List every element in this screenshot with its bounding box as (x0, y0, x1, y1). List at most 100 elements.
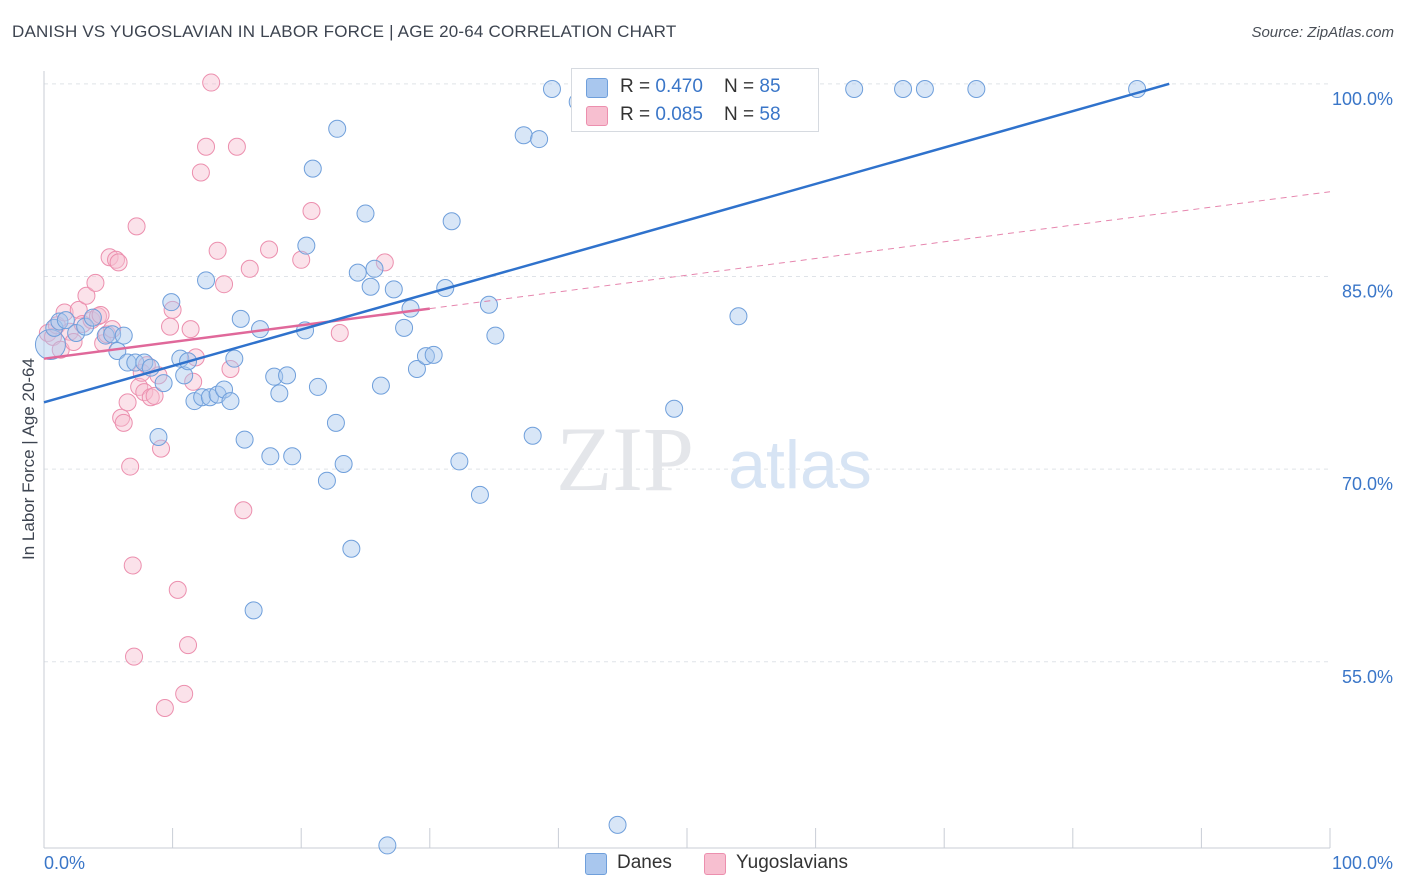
danes-point-10 (114, 326, 133, 345)
danes-point-4 (67, 323, 86, 342)
yugo-point-53 (260, 240, 279, 259)
yugo-point-50 (227, 137, 246, 156)
danes-point-37 (283, 447, 302, 466)
yugo-point-48 (215, 275, 234, 294)
yugo-point-24 (123, 556, 142, 575)
danes-point-56 (407, 359, 426, 378)
danes-point-62 (470, 485, 489, 504)
yugo-point-52 (240, 259, 259, 278)
danes-point-81 (894, 79, 913, 98)
danes-point-39 (297, 236, 316, 255)
danes-point-42 (317, 471, 336, 490)
danes-r-label: R = (620, 76, 656, 97)
x-tick-label-1: 100.0% (1332, 853, 1393, 873)
danes-point-34 (265, 367, 284, 386)
yugo-point-51 (234, 501, 253, 520)
danes-point-45 (334, 454, 353, 473)
danes-point-53 (384, 280, 403, 299)
danes-point-43 (326, 413, 345, 432)
yugo-point-26 (127, 217, 146, 236)
danes-r-value: 0.470 (655, 76, 703, 97)
danes-point-8 (103, 325, 122, 344)
danes-point-80 (845, 79, 864, 98)
x-tick-label-0: 0.0% (44, 853, 85, 873)
yugo-point-23 (121, 457, 140, 476)
danes-point-57 (416, 347, 435, 366)
danes-n-value: 85 (759, 76, 781, 97)
danes-point-52 (378, 836, 397, 855)
danes-point-15 (149, 428, 168, 447)
danes-point-49 (361, 277, 380, 296)
yugo-r-value: 0.085 (655, 104, 703, 125)
yugo-point-20 (112, 408, 131, 427)
danes-point-33 (261, 447, 280, 466)
yugo-n-label: N = (724, 104, 760, 125)
danes-point-7 (96, 326, 115, 345)
yugo-point-36 (161, 317, 180, 336)
danes-point-35 (270, 384, 289, 403)
watermark-atlas: atlas (728, 427, 872, 503)
bottom-yugo-swatch (704, 853, 726, 875)
danes-point-61 (450, 452, 469, 471)
yugo-point-57 (375, 253, 394, 272)
yugo-point-8 (73, 315, 92, 334)
yugoslavians-points (38, 73, 394, 718)
yugo-point-54 (292, 250, 311, 269)
yugo-point-39 (175, 684, 194, 703)
yugo-point-56 (330, 323, 349, 342)
yugo-point-41 (181, 320, 200, 339)
y-tick-label-3: 55.0% (1342, 667, 1393, 687)
danes-trend-line (43, 82, 1170, 404)
danes-point-48 (356, 204, 375, 223)
yugo-point-44 (191, 163, 210, 182)
danes-point-65 (514, 126, 533, 145)
danes-point-22 (193, 388, 212, 407)
yugo-point-32 (145, 386, 164, 405)
yugo-point-25 (125, 647, 144, 666)
danes-point-30 (235, 430, 254, 449)
danes-point-72 (608, 815, 627, 834)
danes-point-47 (348, 263, 367, 282)
danes-point-41 (308, 377, 327, 396)
chart-title: DANISH VS YUGOSLAVIAN IN LABOR FORCE | A… (12, 22, 677, 41)
yugo-point-11 (86, 273, 105, 292)
yugo-point-17 (103, 320, 122, 339)
danes-point-83 (967, 79, 986, 98)
yugo-point-7 (69, 300, 88, 319)
yugo-point-9 (77, 286, 96, 305)
correlation-legend: R = 0.470 N = 85 R = 0.085 N = 58 (571, 68, 819, 132)
danes-point-6 (83, 308, 102, 327)
yugo-point-42 (184, 372, 203, 391)
danes-point-cluster (34, 329, 66, 361)
yugo-point-4 (55, 303, 74, 322)
danes-n-label: N = (724, 76, 760, 97)
yugo-trend-line (43, 307, 430, 360)
yugo-point-35 (155, 699, 174, 718)
danes-point-31 (244, 601, 263, 620)
yugo-r-label: R = (620, 104, 656, 125)
yugoslavians-swatch (586, 106, 608, 126)
tick-labels: 100.0% 85.0% 70.0% 55.0% 0.0% 100.0% (44, 89, 1393, 873)
y-axis-label: In Labor Force | Age 20-64 (19, 358, 38, 560)
yugo-point-40 (179, 636, 198, 655)
yugo-point-55 (302, 201, 321, 220)
yugo-point-37 (163, 300, 182, 319)
danes-swatch (586, 78, 608, 98)
danes-point-60 (442, 212, 461, 231)
yugo-point-47 (208, 241, 227, 260)
danes-point-67 (530, 130, 549, 149)
watermark-zip: ZIP (556, 408, 694, 510)
source-credit: Source: ZipAtlas.com (1251, 24, 1394, 41)
yugo-point-34 (152, 439, 171, 458)
yugo-point-38 (168, 580, 187, 599)
yugo-point-45 (197, 137, 216, 156)
danes-point-29 (231, 309, 250, 328)
axes (43, 71, 1331, 849)
danes-point-50 (365, 259, 384, 278)
danes-point-64 (486, 326, 505, 345)
danes-point-51 (371, 376, 390, 395)
bottom-yugo-label: Yugoslavians (736, 852, 848, 873)
danes-point-66 (523, 426, 542, 445)
danes-point-54 (395, 318, 414, 337)
